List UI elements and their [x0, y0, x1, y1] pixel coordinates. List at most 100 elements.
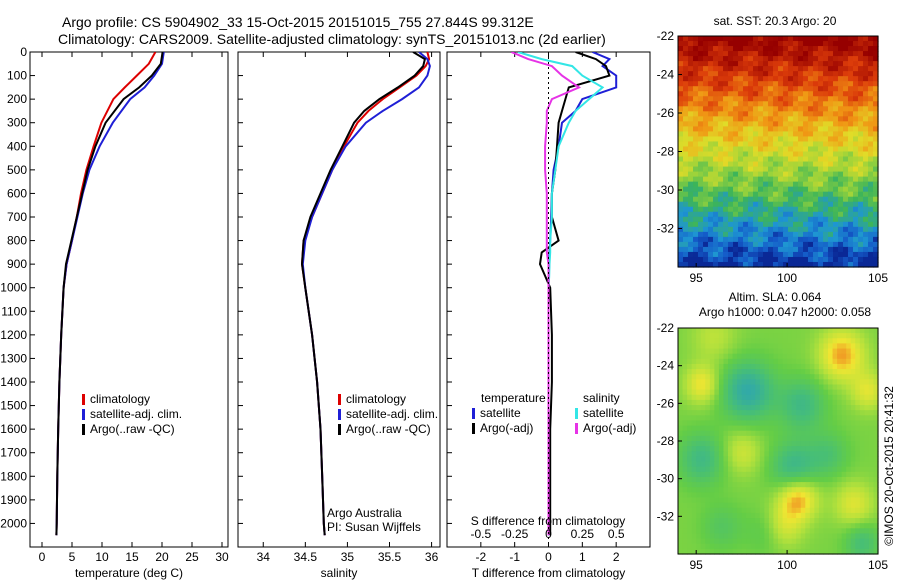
- sla-cell: [764, 502, 770, 509]
- sst-cell: [868, 241, 874, 248]
- sla-cell: [864, 435, 870, 442]
- sst-cell: [768, 241, 774, 248]
- sla-cell: [837, 328, 843, 334]
- sla-cell: [709, 425, 715, 432]
- sst-cell: [753, 236, 759, 243]
- sst-cell: [763, 91, 769, 97]
- sla-cell: [800, 528, 806, 535]
- sst-cell: [768, 41, 774, 47]
- sla-cell: [828, 502, 834, 509]
- sst-cell: [738, 81, 744, 87]
- sst-cell: [863, 216, 869, 223]
- sla-cell: [859, 518, 865, 524]
- sst-cell: [828, 51, 834, 57]
- sla-cell: [773, 389, 779, 396]
- sla-cell: [778, 343, 784, 350]
- sla-cell: [682, 497, 688, 504]
- sla-cell: [741, 333, 747, 339]
- sla-cell: [741, 528, 747, 535]
- sla-cell: [737, 394, 743, 401]
- sla-cell: [832, 471, 838, 478]
- sst-cell: [713, 216, 719, 223]
- sst-cell: [773, 96, 779, 102]
- sst-cell: [848, 86, 854, 92]
- sst-cell: [828, 256, 834, 263]
- sst-cell: [873, 201, 879, 208]
- sst-cell: [703, 121, 709, 127]
- sla-cell: [718, 456, 725, 463]
- sla-cell: [682, 528, 688, 535]
- sla-cell: [814, 410, 820, 416]
- sst-cell: [798, 61, 804, 67]
- sla-cell: [732, 451, 738, 458]
- sst-cell: [693, 76, 699, 82]
- sla-cell: [832, 328, 838, 334]
- sla-cell: [700, 430, 706, 437]
- sla-cell: [814, 425, 820, 432]
- sst-cell: [773, 166, 779, 173]
- sst-cell: [833, 196, 839, 203]
- sla-cell: [850, 333, 856, 339]
- sst-cell: [778, 161, 784, 168]
- sla-cell: [796, 533, 802, 540]
- sst-cell: [723, 256, 729, 263]
- sla-cell: [859, 399, 865, 406]
- sla-cell: [687, 446, 693, 452]
- sst-cell: [768, 146, 774, 153]
- sst-cell: [783, 91, 789, 97]
- sst-cell: [778, 216, 784, 223]
- sla-cell: [823, 353, 829, 360]
- sla-cell: [809, 435, 815, 442]
- sla-cell: [791, 487, 797, 493]
- sst-cell: [788, 211, 794, 218]
- sla-cell: [755, 348, 761, 355]
- sla-cell: [687, 548, 693, 555]
- sla-cell: [700, 502, 706, 509]
- sla-cell: [868, 446, 875, 452]
- sla-cell: [728, 333, 734, 339]
- sst-cell: [703, 146, 709, 153]
- sst-cell: [723, 171, 729, 178]
- sst-cell: [843, 56, 849, 62]
- sla-cell: [828, 379, 834, 386]
- sst-cell: [698, 181, 704, 188]
- sla-cell: [778, 415, 784, 422]
- sla-cell: [823, 348, 829, 355]
- sst-cell: [723, 131, 729, 138]
- sla-cell: [682, 523, 688, 529]
- sst-cell: [803, 176, 809, 183]
- sla-cell: [846, 512, 852, 519]
- sla-cell: [823, 430, 829, 437]
- sst-cell: [833, 126, 839, 133]
- sst-cell: [818, 256, 824, 263]
- sla-cell: [828, 405, 834, 411]
- sst-cell: [763, 111, 769, 117]
- sla-cell: [764, 538, 770, 545]
- sla-cell: [737, 435, 743, 442]
- sst-cell: [778, 141, 784, 148]
- sst-cell: [758, 126, 764, 133]
- sla-cell: [714, 328, 720, 334]
- sst-cell: [833, 121, 839, 127]
- sla-cell: [791, 435, 797, 442]
- sla-cell: [759, 430, 765, 437]
- sla-cell: [791, 394, 797, 401]
- sla-cell: [723, 466, 729, 473]
- sla-cell: [773, 441, 779, 447]
- sla-cell: [796, 405, 802, 411]
- sst-cell: [718, 146, 724, 153]
- legend-label: satellite-adj. clim.: [346, 407, 438, 421]
- sla-cell: [809, 476, 815, 483]
- sla-cell: [696, 518, 702, 524]
- sla-cell: [841, 333, 847, 339]
- sst-cell: [738, 61, 744, 67]
- sst-cell: [753, 186, 759, 193]
- sst-cell: [778, 46, 784, 52]
- x-tick-label: 5: [69, 550, 76, 564]
- sst-cell: [688, 86, 694, 92]
- sst-cell: [723, 181, 729, 188]
- sla-cell: [750, 415, 756, 422]
- sla-cell: [818, 461, 825, 468]
- sst-cell: [858, 196, 864, 203]
- sla-cell: [846, 328, 852, 334]
